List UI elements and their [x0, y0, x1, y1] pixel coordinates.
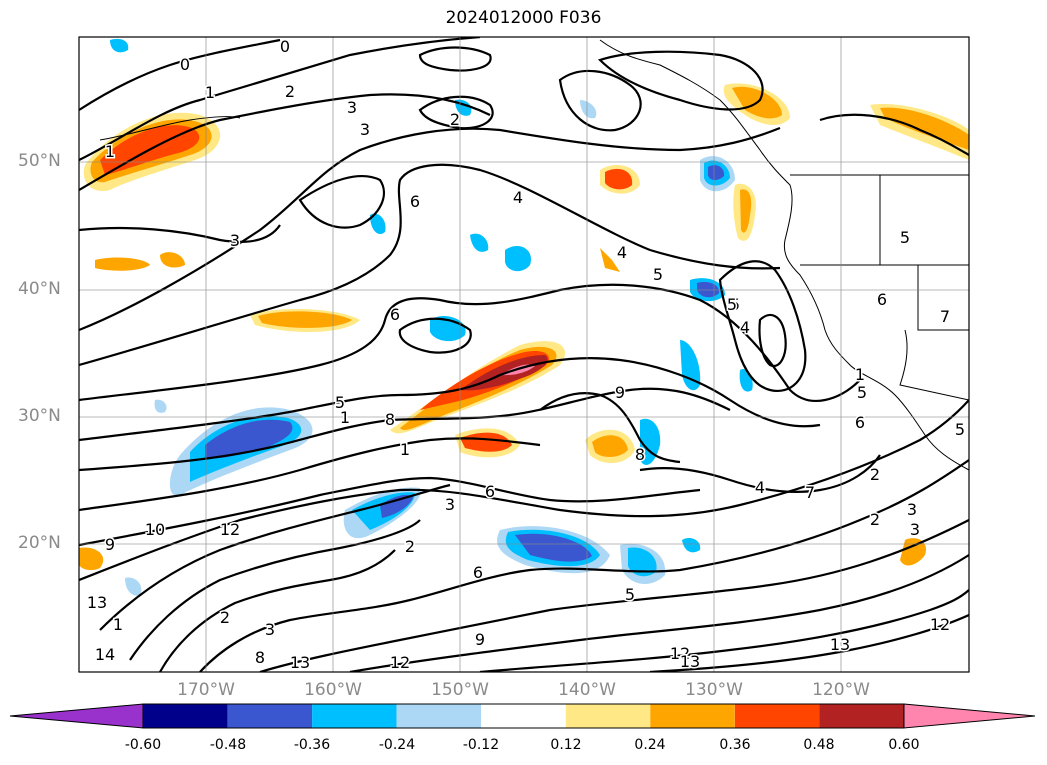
- contour-label: 12: [220, 520, 240, 539]
- colorbar-tick: -0.36: [293, 737, 331, 753]
- contour-label: 2: [405, 537, 415, 556]
- contour-label: 7: [940, 307, 950, 326]
- contour-label: 1: [340, 408, 350, 427]
- contour-label: 5: [900, 228, 910, 247]
- contour-label: 5: [955, 420, 965, 439]
- lat-label-30n: 30°N: [18, 406, 61, 426]
- contour-label: 4: [617, 243, 627, 262]
- lat-label-40n: 40°N: [18, 279, 61, 299]
- grid-lines: [79, 37, 969, 672]
- contour-label: 3: [445, 495, 455, 514]
- contour-label: 5: [653, 265, 663, 284]
- lon-label-140w: 140°W: [558, 680, 616, 700]
- colorbar-frame: [142, 703, 905, 729]
- contour-label: 13: [87, 593, 107, 612]
- colorbar-bin: [819, 704, 904, 728]
- colorbar-tick: 0.36: [719, 737, 751, 753]
- lat-label-50n: 50°N: [18, 151, 61, 171]
- contour-lines: [79, 37, 969, 672]
- colorbar-bin: [396, 704, 482, 728]
- contour-label: 3: [910, 520, 920, 539]
- contour-label: 3: [347, 98, 357, 117]
- coastline: [99, 39, 969, 471]
- contour-label: 10: [145, 520, 165, 539]
- lon-label-160w: 160°W: [304, 680, 362, 700]
- contour-label: 6: [390, 305, 400, 324]
- contour-label: 9: [615, 383, 625, 402]
- contour-label: 2: [870, 465, 880, 484]
- colorbar-tick: 0.60: [888, 737, 920, 753]
- colorbar-bin: [312, 704, 397, 728]
- contour-label: 4: [740, 318, 750, 337]
- lon-label-170w: 170°W: [177, 680, 235, 700]
- colorbar-tick: -0.60: [124, 737, 162, 753]
- lon-label-150w: 150°W: [431, 680, 489, 700]
- contour-label: 6: [410, 192, 420, 211]
- colorbar-tick: 0.24: [634, 737, 666, 753]
- contour-label: 3: [265, 620, 275, 639]
- map-frame: [78, 36, 970, 673]
- colorbar: [9, 703, 1036, 729]
- contour-label: 12: [670, 644, 690, 663]
- contour-label: 13: [830, 635, 850, 654]
- contour-label: 2: [220, 608, 230, 627]
- colorbar-tick: -0.48: [209, 737, 247, 753]
- colorbar-extend-high: [903, 703, 1036, 729]
- contour-label: 5: [730, 295, 740, 314]
- contour-label: 5: [335, 393, 345, 412]
- map-title: 2024012000 F036: [445, 8, 602, 28]
- contour-label: 3: [907, 500, 917, 519]
- colorbar-bin: [565, 704, 651, 728]
- contour-label: 1: [855, 365, 865, 384]
- contour-label: 4: [513, 188, 523, 207]
- contour-label: 6: [855, 413, 865, 432]
- contour-label: 13: [680, 652, 700, 671]
- colorbar-bin: [143, 704, 228, 728]
- contour-label: 12: [930, 615, 950, 634]
- colorbar-tick: 0.48: [803, 737, 835, 753]
- contour-label: 1: [205, 83, 215, 102]
- colorbar-tick: -0.24: [378, 737, 416, 753]
- contour-label: 2: [285, 82, 295, 101]
- colorbar-bin: [227, 704, 313, 728]
- contour-label: 5: [727, 295, 737, 314]
- contour-label: 8: [385, 410, 395, 429]
- colorbar-bin: [650, 704, 735, 728]
- contour-label: 14: [95, 645, 115, 664]
- contour-label: 1: [113, 615, 123, 634]
- contour-label: 8: [255, 648, 265, 667]
- contour-label: 3: [230, 231, 240, 250]
- contour-label: 6: [485, 482, 495, 501]
- contour-label: 9: [105, 535, 115, 554]
- lon-label-120w: 120°W: [812, 680, 870, 700]
- contour-label: 1: [400, 440, 410, 459]
- contour-label: 0: [280, 37, 290, 56]
- colorbar-tick: 0.12: [550, 737, 582, 753]
- contour-label: 5: [857, 383, 867, 402]
- colorbar-extend-low: [9, 703, 144, 729]
- contour-label: 9: [475, 630, 485, 649]
- contour-label: 6: [877, 290, 887, 309]
- contour-label: 6: [473, 563, 483, 582]
- contour-label: 13: [290, 653, 310, 672]
- contour-label: 4: [755, 478, 765, 497]
- lat-label-20n: 20°N: [18, 533, 61, 553]
- contour-label: 7: [805, 483, 815, 502]
- colorbar-bin: [481, 704, 566, 728]
- contour-label: 3: [360, 120, 370, 139]
- contour-label: 5: [625, 585, 635, 604]
- colorbar-bin: [734, 704, 820, 728]
- contour-label: 2: [870, 510, 880, 529]
- contour-label: 0: [180, 55, 190, 74]
- contour-label: 12: [390, 653, 410, 672]
- lon-label-130w: 130°W: [685, 680, 743, 700]
- contour-label: 1: [105, 142, 115, 161]
- contour-label: 8: [635, 445, 645, 464]
- contour-label: 2: [450, 110, 460, 129]
- colorbar-tick: -0.12: [462, 737, 500, 753]
